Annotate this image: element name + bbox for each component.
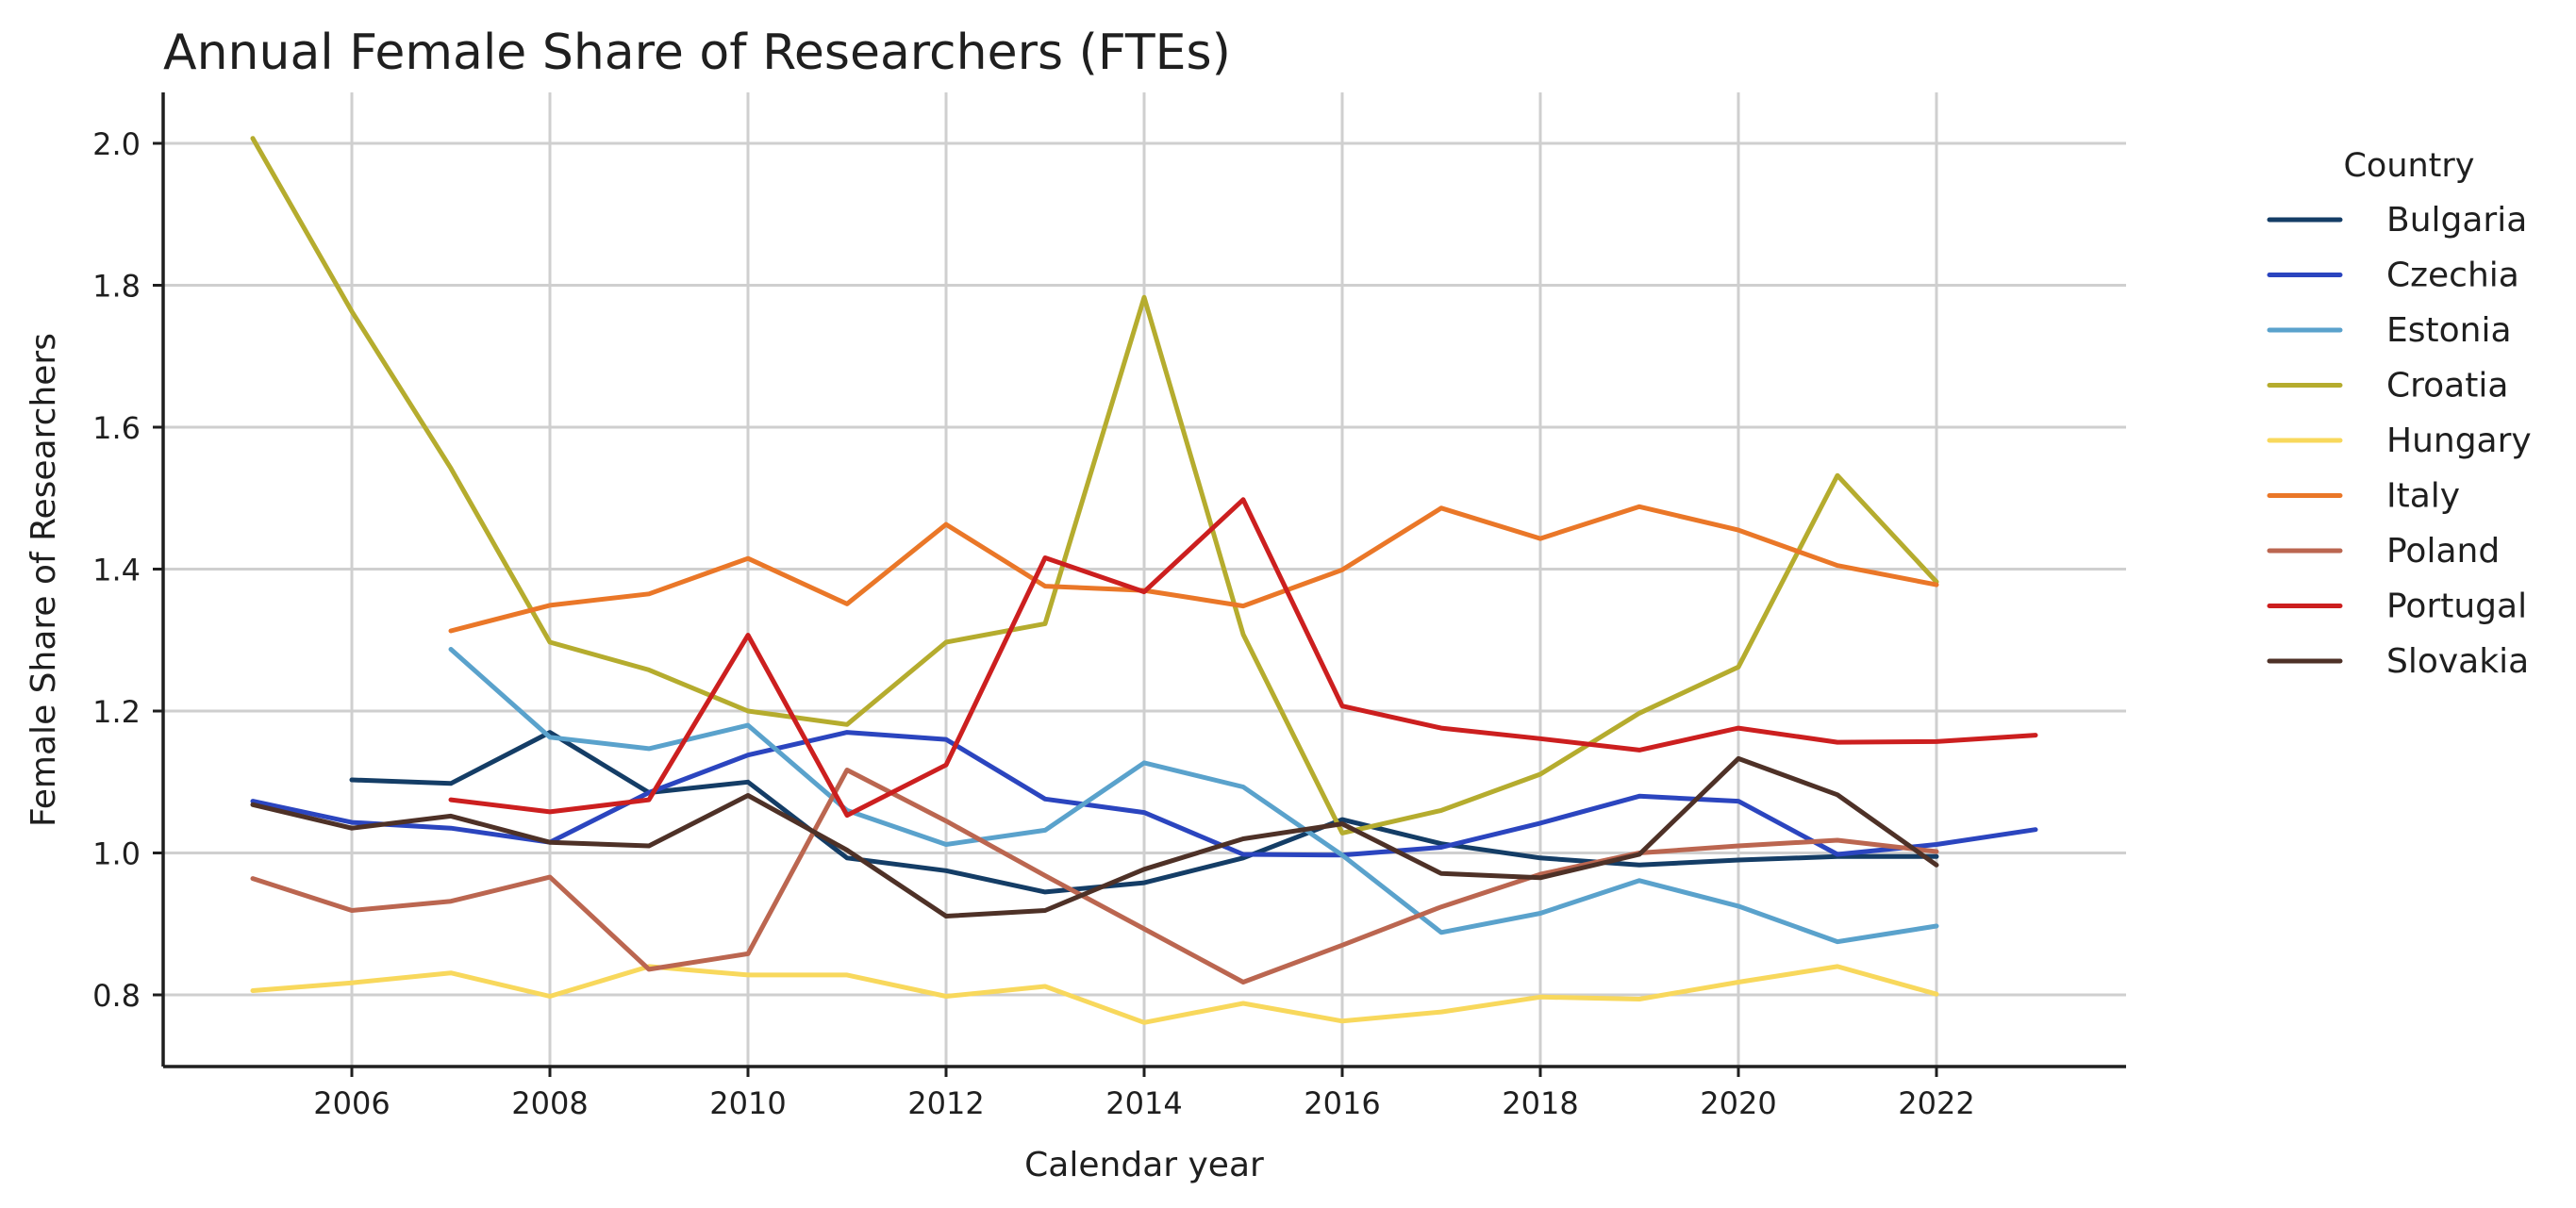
y-tick-label: 1.0 [92, 836, 141, 872]
x-tick-label: 2012 [907, 1085, 984, 1121]
x-tick-label: 2020 [1700, 1085, 1776, 1121]
series-line-slovakia [250, 755, 1939, 918]
x-tick-label: 2018 [1502, 1085, 1578, 1121]
y-tick-label: 1.2 [92, 694, 141, 730]
y-tick-label: 0.8 [92, 978, 141, 1014]
y-tick-label: 1.8 [92, 269, 141, 305]
series-line-poland [250, 768, 1939, 985]
x-axis-label: Calendar year [1024, 1146, 1264, 1184]
y-tick-label: 1.4 [92, 553, 141, 588]
series-lines [250, 136, 2038, 1025]
legend-label-estonia: Estonia [2386, 311, 2512, 350]
x-axis-ticks: 2006 2008 2010 2012 2014 2016 2018 2020 2022 [313, 1067, 1975, 1121]
series-line-estonia [448, 647, 1939, 945]
x-tick-label: 2016 [1304, 1085, 1380, 1121]
y-tick-label: 1.6 [92, 410, 141, 446]
legend-label-hungary: Hungary [2386, 422, 2532, 460]
series-line-italy [448, 504, 1939, 634]
x-tick-label: 2014 [1105, 1085, 1182, 1121]
y-tick-label: 2.0 [92, 126, 141, 162]
legend-label-bulgaria: Bulgaria [2386, 201, 2527, 240]
legend-label-czechia: Czechia [2386, 256, 2519, 295]
series-line-hungary [250, 964, 1939, 1025]
legend-label-slovakia: Slovakia [2386, 642, 2529, 681]
legend: Country Bulgaria Czechia Estonia Croatia Hun… [2267, 147, 2532, 681]
legend-label-portugal: Portugal [2386, 587, 2527, 626]
x-tick-label: 2006 [313, 1085, 390, 1121]
series-line-bulgaria [349, 730, 1939, 895]
x-tick-label: 2022 [1898, 1085, 1974, 1121]
legend-label-poland: Poland [2386, 532, 2500, 571]
y-axis-label: Female Share of Researchers [25, 333, 63, 827]
legend-title: Country [2343, 147, 2474, 185]
chart-title: Annual Female Share of Researchers (FTEs… [163, 25, 1231, 81]
legend-label-italy: Italy [2386, 477, 2460, 516]
gridlines [163, 92, 2126, 1067]
series-line-croatia [250, 136, 1939, 836]
y-axis-ticks: 0.8 1.0 1.2 1.4 1.6 1.8 2.0 [92, 126, 163, 1014]
x-tick-label: 2008 [511, 1085, 588, 1121]
x-tick-label: 2010 [709, 1085, 786, 1121]
legend-label-croatia: Croatia [2386, 367, 2508, 405]
series-line-portugal [448, 497, 2038, 819]
